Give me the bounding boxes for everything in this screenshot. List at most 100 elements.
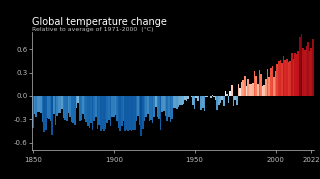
Bar — [294, 53, 296, 96]
Bar — [68, 96, 69, 113]
Bar — [150, 96, 152, 120]
Bar — [132, 96, 134, 130]
Bar — [162, 96, 163, 112]
Bar — [178, 96, 179, 107]
Bar — [280, 60, 281, 96]
Bar — [115, 96, 116, 115]
Bar — [144, 96, 145, 121]
Bar — [312, 39, 314, 96]
Bar — [307, 42, 309, 96]
Bar — [236, 96, 237, 105]
Bar — [254, 71, 255, 96]
Bar — [38, 96, 40, 112]
Bar — [302, 48, 304, 96]
Bar — [233, 96, 234, 106]
Bar — [40, 96, 42, 113]
Bar — [111, 96, 113, 117]
Bar — [272, 66, 273, 96]
Bar — [283, 56, 284, 96]
Bar — [160, 96, 162, 130]
Bar — [42, 96, 43, 122]
Bar — [126, 96, 127, 130]
Bar — [100, 96, 101, 131]
Bar — [165, 96, 166, 116]
Bar — [148, 96, 150, 121]
Bar — [229, 91, 231, 96]
Bar — [228, 96, 229, 103]
Bar — [278, 61, 280, 96]
Bar — [153, 96, 155, 117]
Bar — [217, 96, 218, 110]
Bar — [156, 96, 158, 117]
Bar — [202, 96, 204, 108]
Bar — [158, 96, 160, 119]
Bar — [145, 96, 147, 117]
Bar — [140, 96, 142, 136]
Bar — [215, 96, 217, 100]
Bar — [210, 96, 212, 98]
Bar — [82, 96, 84, 114]
Bar — [34, 96, 35, 114]
Bar — [291, 53, 292, 96]
Bar — [56, 96, 58, 116]
Bar — [93, 96, 95, 121]
Bar — [32, 96, 34, 128]
Bar — [242, 80, 244, 96]
Bar — [275, 71, 276, 96]
Bar — [139, 96, 140, 125]
Bar — [255, 76, 257, 96]
Bar — [182, 96, 184, 104]
Bar — [296, 54, 297, 96]
Bar — [179, 96, 181, 105]
Bar — [281, 63, 283, 96]
Bar — [301, 34, 302, 96]
Bar — [204, 96, 205, 111]
Bar — [97, 96, 98, 129]
Bar — [121, 96, 123, 125]
Bar — [263, 85, 265, 96]
Bar — [37, 96, 38, 112]
Bar — [47, 96, 48, 118]
Bar — [176, 96, 178, 109]
Bar — [251, 84, 252, 96]
Bar — [292, 59, 294, 96]
Bar — [52, 96, 53, 134]
Bar — [108, 96, 110, 120]
Bar — [136, 96, 137, 121]
Bar — [118, 96, 119, 128]
Bar — [223, 96, 225, 106]
Bar — [284, 60, 286, 96]
Bar — [297, 51, 299, 96]
Bar — [69, 96, 71, 117]
Bar — [103, 96, 105, 131]
Bar — [74, 96, 76, 125]
Bar — [110, 96, 111, 126]
Bar — [90, 96, 92, 123]
Bar — [225, 91, 226, 96]
Bar — [119, 96, 121, 131]
Bar — [152, 96, 153, 123]
Bar — [43, 96, 45, 132]
Bar — [246, 86, 247, 96]
Bar — [220, 96, 221, 103]
Bar — [234, 96, 236, 100]
Bar — [53, 96, 55, 114]
Bar — [188, 96, 189, 99]
Bar — [247, 79, 249, 96]
Bar — [207, 96, 208, 97]
Bar — [45, 96, 47, 130]
Bar — [58, 96, 60, 113]
Bar — [105, 96, 107, 129]
Bar — [48, 96, 50, 119]
Bar — [142, 96, 144, 129]
Bar — [89, 96, 90, 128]
Bar — [181, 96, 182, 105]
Bar — [174, 96, 176, 108]
Bar — [76, 96, 77, 108]
Bar — [259, 69, 260, 96]
Bar — [262, 86, 263, 96]
Bar — [289, 61, 291, 96]
Bar — [212, 95, 213, 96]
Bar — [66, 96, 68, 121]
Bar — [192, 96, 194, 105]
